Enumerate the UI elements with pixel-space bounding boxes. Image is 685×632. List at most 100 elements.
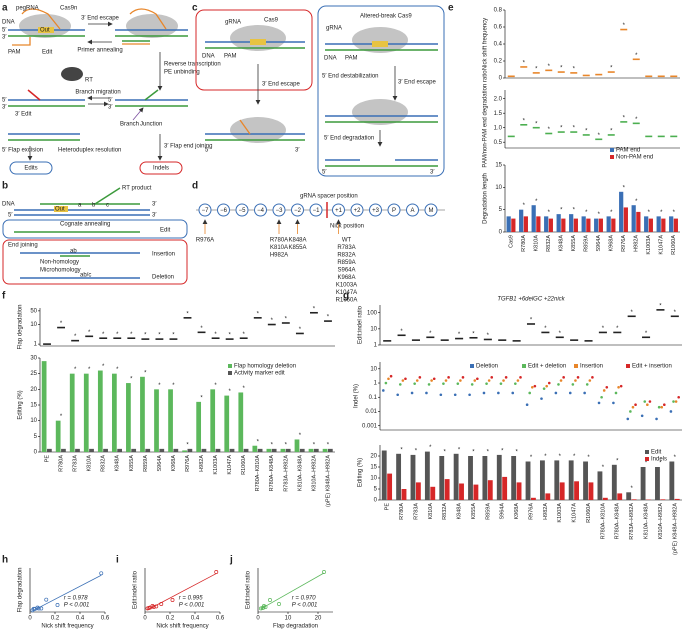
x-tick-label: (pPE) K848A–H982A [325,455,331,507]
bar [401,489,407,500]
protein [352,27,408,53]
bar [215,448,221,452]
label: 5′ [8,213,13,219]
y-axis-label: Flap degradation [18,304,24,349]
label: A [410,208,414,214]
point [404,377,407,381]
point [470,383,474,386]
point [514,382,517,385]
label: WT [342,238,352,244]
bar [482,456,488,500]
label: R1060A [336,298,358,304]
label: 3′ End escape [398,80,436,86]
annotation: r = 0.970 [292,596,317,602]
y-axis-label: Edit:indel ratio [358,305,364,344]
x-tick-label: K810A–K848A [297,455,303,491]
bar [117,448,123,452]
point [36,606,41,611]
label: 3′ [152,202,157,208]
significance: * [271,318,274,324]
outcome-box [9,161,53,175]
position-circle [309,203,323,217]
bar [660,499,666,500]
significance: * [523,61,526,67]
bar [126,383,131,452]
x-tick-label: (pPE) K848A–H982A [672,503,678,555]
y-tick-label: 10 [370,476,377,482]
legend-swatch [645,450,649,454]
bar [266,448,272,452]
bar [511,218,516,232]
significance: * [560,66,563,72]
significance: * [458,447,461,453]
label: Cas9n [60,6,77,12]
significance: * [285,442,288,448]
label: K1047A [336,290,357,296]
point [657,405,661,409]
x-tick-label: K848A [559,235,565,252]
label: −6 [220,208,228,214]
significance: * [200,395,203,401]
position-circle [350,203,364,217]
label: RT product [122,186,152,192]
point [660,405,664,409]
legend-swatch [470,364,474,368]
significance: * [74,334,77,340]
significance: * [573,126,576,132]
x-tick-label: R976A [621,235,627,252]
y-axis-label: Edit:indel ratio [133,570,139,609]
legend-swatch [228,364,232,368]
label: Indels [153,166,169,172]
x-tick-label: R859A [143,455,149,472]
bar [229,448,235,452]
position-circle [387,203,401,217]
bar [75,448,80,452]
x-tick-label: K810A–K848A [644,503,650,539]
significance: * [74,367,77,373]
bar [243,448,249,452]
point [646,403,649,406]
rt [61,67,83,81]
significance: * [214,332,217,338]
y-axis-label: Editing (%) [358,458,364,487]
significance: * [429,331,432,337]
point [461,376,465,379]
x-tick-label: R976A [185,455,191,472]
label: 3′ [108,105,113,111]
position-circle [332,203,345,217]
y-tick-label: 5 [374,487,378,493]
label: 5′ [2,98,7,104]
x-tick-label: R780A [399,503,405,520]
x-tick-label: K968A [609,235,615,252]
x-tick-label: 0.2 [166,616,175,622]
point [559,379,563,382]
bar [516,482,522,500]
point [605,386,609,389]
x-tick-label: R832A [546,235,552,252]
bar [573,218,578,232]
y-tick-label: 5 [34,434,38,440]
bar [539,460,545,500]
point [31,606,36,611]
y-tick-label: 0 [34,450,38,456]
x-tick-label: K855A [471,503,477,520]
y-tick-label: 15 [370,465,377,471]
label: +2 [354,208,362,214]
x-tick-label: 0 [28,616,32,622]
bar [327,448,333,452]
point [427,383,431,386]
point [99,571,104,576]
significance: * [559,454,562,460]
label: f [2,291,6,302]
point [574,379,577,382]
y-axis-label: Degradation length [483,173,489,224]
x-tick-label: K848A [115,455,121,472]
x-tick-label: S964A [500,503,506,520]
x-tick-label: 10 [285,616,292,622]
point [432,377,436,381]
x-tick-label: K1003A [213,455,219,475]
significance: * [635,53,638,59]
bar [97,370,103,452]
x-tick-label: K1047A [572,503,578,523]
bar [140,376,145,452]
